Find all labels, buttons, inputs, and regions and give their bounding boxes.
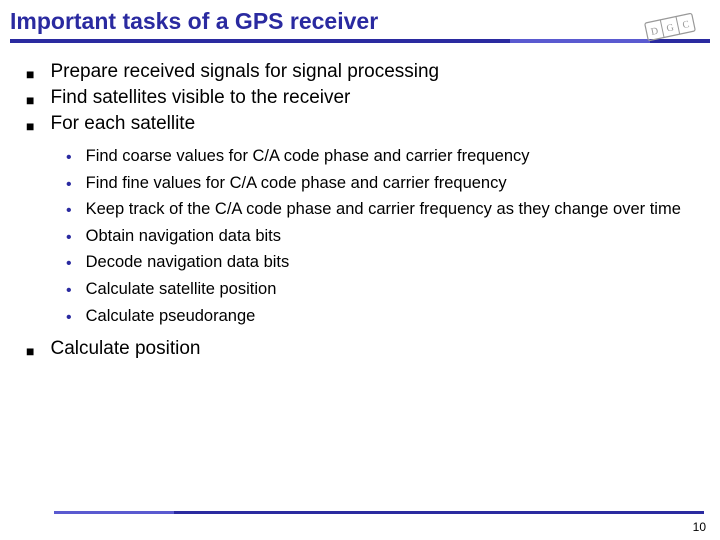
- logo-icon: D G C: [640, 8, 700, 46]
- bullet-text: Calculate pseudorange: [86, 305, 256, 327]
- bullet-text: Find fine values for C/A code phase and …: [86, 172, 507, 194]
- footer-line: [54, 511, 704, 514]
- bullet-text: Obtain navigation data bits: [86, 225, 281, 247]
- dot-bullet-icon: •: [66, 227, 72, 249]
- bullet-level2: • Find coarse values for C/A code phase …: [66, 145, 694, 169]
- sub-bullet-group: • Find coarse values for C/A code phase …: [26, 145, 694, 328]
- square-bullet-icon: ■: [26, 118, 34, 134]
- bullet-text: Decode navigation data bits: [86, 251, 290, 273]
- page-number: 10: [693, 520, 706, 534]
- svg-text:D: D: [650, 26, 659, 38]
- bullet-level1: ■ Prepare received signals for signal pr…: [26, 61, 694, 83]
- square-bullet-icon: ■: [26, 343, 34, 359]
- bullet-level2: • Find fine values for C/A code phase an…: [66, 172, 694, 196]
- title-underline: [10, 39, 710, 43]
- dot-bullet-icon: •: [66, 307, 72, 329]
- bullet-text: Calculate position: [50, 338, 200, 360]
- square-bullet-icon: ■: [26, 66, 34, 82]
- bullet-text: Keep track of the C/A code phase and car…: [86, 198, 681, 220]
- svg-text:C: C: [682, 19, 691, 31]
- content-area: ■ Prepare received signals for signal pr…: [0, 43, 720, 360]
- bullet-text: For each satellite: [50, 113, 195, 135]
- bullet-text: Calculate satellite position: [86, 278, 277, 300]
- square-bullet-icon: ■: [26, 92, 34, 108]
- bullet-text: Find satellites visible to the receiver: [50, 87, 350, 109]
- bullet-level1: ■ Find satellites visible to the receive…: [26, 87, 694, 109]
- dot-bullet-icon: •: [66, 200, 72, 222]
- dot-bullet-icon: •: [66, 280, 72, 302]
- title-underline-accent: [510, 39, 650, 43]
- bullet-level2: • Calculate pseudorange: [66, 305, 694, 329]
- bullet-level2: • Obtain navigation data bits: [66, 225, 694, 249]
- slide-title: Important tasks of a GPS receiver: [10, 8, 710, 35]
- bullet-level1: ■ For each satellite: [26, 113, 694, 135]
- svg-text:G: G: [666, 22, 675, 34]
- dot-bullet-icon: •: [66, 147, 72, 169]
- bullet-level2: • Keep track of the C/A code phase and c…: [66, 198, 694, 222]
- slide: Important tasks of a GPS receiver D G C …: [0, 0, 720, 540]
- footer-line-accent: [54, 511, 174, 514]
- bullet-level1: ■ Calculate position: [26, 338, 694, 360]
- title-area: Important tasks of a GPS receiver: [0, 0, 720, 35]
- bullet-text: Prepare received signals for signal proc…: [50, 61, 439, 83]
- bullet-level2: • Calculate satellite position: [66, 278, 694, 302]
- bullet-level2: • Decode navigation data bits: [66, 251, 694, 275]
- bullet-text: Find coarse values for C/A code phase an…: [86, 145, 530, 167]
- dot-bullet-icon: •: [66, 174, 72, 196]
- dot-bullet-icon: •: [66, 253, 72, 275]
